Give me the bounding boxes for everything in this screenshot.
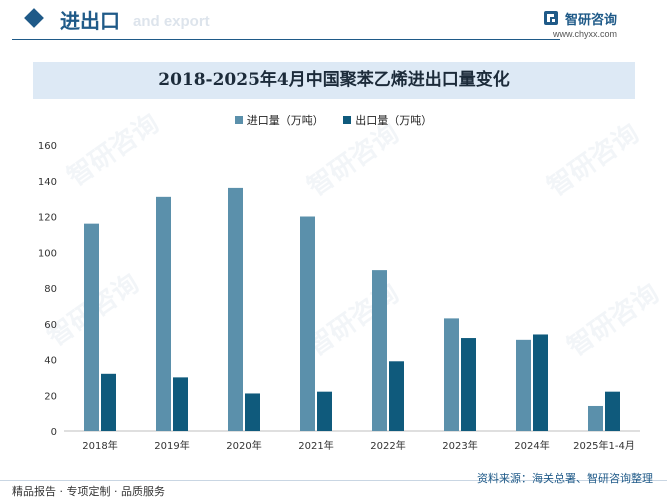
bar-export xyxy=(605,391,620,431)
brand-name: 智研咨询 xyxy=(565,13,618,28)
y-tick-label: 0 xyxy=(51,427,57,438)
legend-label-export: 出口量（万吨） xyxy=(355,114,433,127)
bar-export xyxy=(173,377,188,431)
legend-swatch-import xyxy=(234,116,243,124)
chart-title: 2018-2025年4月中国聚苯乙烯进出口量变化 xyxy=(158,70,510,90)
bar-import xyxy=(156,196,171,431)
y-tick-label: 80 xyxy=(44,284,57,295)
x-tick-label: 2020年 xyxy=(226,439,261,452)
legend-item-import: 进口量（万吨） xyxy=(234,112,324,128)
brand-url: www.chyxx.com xyxy=(553,29,618,39)
y-tick-label: 40 xyxy=(44,356,57,367)
section-title: 进出口 xyxy=(60,9,120,33)
bar-import xyxy=(444,318,459,431)
x-tick-label: 2023年 xyxy=(442,439,477,452)
brand-logo-icon xyxy=(544,11,558,25)
x-tick-label: 2024年 xyxy=(514,439,549,452)
y-tick-label: 140 xyxy=(38,177,57,188)
section-header: 进出口 and export 智研咨询 www.chyxx.com xyxy=(0,0,667,42)
bar-import xyxy=(300,216,315,431)
x-tick-label: 2018年 xyxy=(82,439,117,452)
section-subtitle: and export xyxy=(133,13,210,30)
bar-export xyxy=(533,334,548,431)
footer-divider xyxy=(0,480,667,481)
brand: 智研咨询 www.chyxx.com xyxy=(543,9,653,39)
bar-import xyxy=(228,187,243,431)
bar-import xyxy=(516,339,531,431)
bar-export xyxy=(317,391,332,431)
bar-import xyxy=(84,223,99,431)
chart-title-box: 2018-2025年4月中国聚苯乙烯进出口量变化 xyxy=(33,62,635,99)
y-tick-label: 20 xyxy=(44,391,57,402)
y-tick-label: 120 xyxy=(38,213,57,224)
bar-export xyxy=(101,373,116,431)
bar-export xyxy=(245,393,260,431)
bar-import xyxy=(588,405,603,431)
y-tick-label: 160 xyxy=(38,141,57,152)
header-divider xyxy=(12,39,560,40)
x-tick-label: 2019年 xyxy=(154,439,189,452)
y-tick-label: 100 xyxy=(38,248,57,259)
footer-tagline: 精品报告 · 专项定制 · 品质服务 xyxy=(12,485,165,498)
bar-export xyxy=(389,361,404,431)
bar-import xyxy=(372,270,387,431)
bar-export xyxy=(461,338,476,431)
legend: 进口量（万吨） 出口量（万吨） xyxy=(0,112,667,128)
legend-swatch-export xyxy=(343,116,352,124)
x-tick-label: 2025年1-4月 xyxy=(573,439,635,452)
legend-label-import: 进口量（万吨） xyxy=(246,114,324,127)
x-tick-label: 2022年 xyxy=(370,439,405,452)
legend-item-export: 出口量（万吨） xyxy=(343,112,432,128)
bar-chart: 0 20 40 60 80 100 120 140 160 2018年 2019年 2020年 2021… xyxy=(38,141,640,452)
source-note: 资料来源：海关总署、智研咨询整理 xyxy=(477,472,653,485)
y-tick-label: 60 xyxy=(44,320,57,331)
x-tick-label: 2021年 xyxy=(298,439,333,452)
